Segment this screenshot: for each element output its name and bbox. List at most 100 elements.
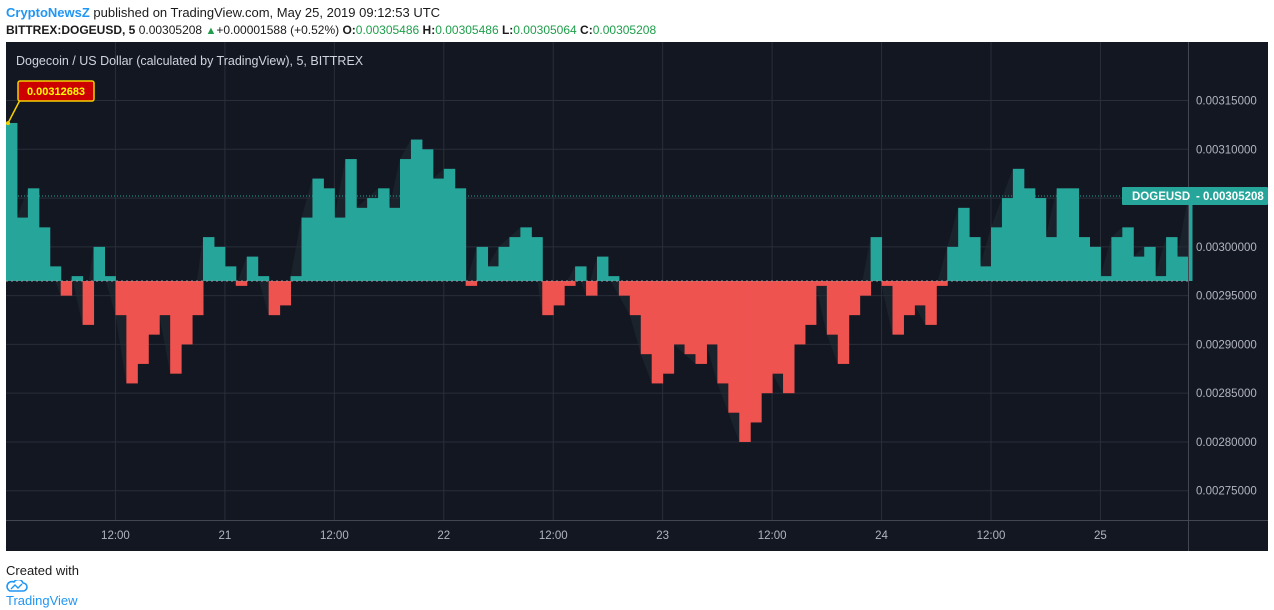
price-bar (958, 207, 970, 281)
symbol-label: BITTREX:DOGEUSD, 5 (6, 23, 136, 37)
price-bar (71, 276, 84, 281)
price-bar (345, 159, 357, 281)
price-bar (27, 188, 40, 281)
price-bar (148, 281, 160, 335)
price-bar (761, 281, 773, 394)
price-bar (1056, 188, 1069, 281)
x-tick-label: 22 (437, 530, 450, 542)
price-bar (542, 281, 554, 316)
price-bar (279, 281, 292, 306)
last-price-label: DOGEUSD - 0.00305208 (1122, 187, 1268, 206)
publisher-link[interactable]: CryptoNewsZ (6, 5, 90, 20)
y-tick-label: 0.00315000 (1196, 96, 1257, 108)
price-bar (772, 281, 784, 374)
y-tick-label: 0.00285000 (1196, 388, 1257, 400)
price-bar (706, 281, 718, 345)
price-bar (389, 207, 401, 281)
series-name-label: DOGEUSD (1132, 191, 1190, 203)
price-bar (38, 227, 51, 281)
x-tick-label: 24 (875, 530, 888, 542)
price-bar (49, 266, 62, 281)
price-bar (159, 281, 171, 316)
price-bar (837, 281, 850, 364)
price-bar (224, 266, 237, 281)
low-value: 0.00305064 (513, 23, 577, 37)
price-bar (640, 281, 653, 355)
price-bar (192, 281, 204, 316)
price-bar (575, 266, 587, 281)
y-tick-label: 0.00280000 (1196, 437, 1257, 449)
price-bar (323, 188, 335, 281)
price-bar (1023, 188, 1036, 281)
price-bar (1155, 276, 1167, 281)
open-value: 0.00305486 (355, 23, 420, 37)
price-change: +0.00001588 (+0.52%) (216, 23, 340, 37)
price-bar (93, 246, 105, 281)
price-bar (651, 281, 664, 384)
peak-annotation-dot (6, 121, 10, 126)
price-bar (301, 217, 313, 281)
open-label: O: (342, 23, 356, 37)
price-bar (728, 281, 740, 413)
price-bar (1144, 246, 1156, 281)
price-bar (246, 256, 259, 281)
price-bar (454, 188, 467, 281)
price-bar (750, 281, 762, 423)
chart-svg[interactable]: Dogecoin / US Dollar (calculated by Trad… (6, 42, 1268, 551)
price-bar (137, 281, 149, 364)
price-bar (936, 281, 948, 286)
peak-annotation-box (17, 80, 95, 102)
price-chart[interactable]: Dogecoin / US Dollar (calculated by Trad… (6, 42, 1268, 551)
low-label: L: (501, 23, 514, 37)
price-bar (509, 237, 521, 281)
created-with-text: Created with (6, 563, 79, 578)
price-bar (903, 281, 915, 316)
price-bar (290, 276, 302, 281)
last-price-label-box (1122, 187, 1268, 206)
price-bar (1045, 237, 1058, 281)
x-tick-label: 25 (1094, 530, 1107, 542)
price-bar (498, 246, 510, 281)
price-bar (520, 227, 532, 281)
y-tick-label: 0.00290000 (1196, 339, 1257, 351)
price-bar (104, 276, 116, 281)
price-bar (739, 281, 751, 442)
price-bar (334, 217, 346, 281)
last-price: 0.00305208 (138, 23, 203, 37)
price-bar (312, 178, 324, 281)
price-bar (881, 281, 893, 286)
footer: Created with TradingView (6, 562, 79, 610)
price-bar (421, 149, 434, 281)
high-value: 0.00305486 (435, 23, 499, 37)
price-bar (6, 122, 18, 281)
tradingview-link[interactable]: TradingView (6, 593, 78, 608)
price-bar (870, 237, 883, 281)
price-bar (1122, 227, 1134, 281)
price-bar (170, 281, 182, 374)
price-bar (1133, 256, 1145, 281)
time-axis[interactable]: 12:00 21 12:00 22 12:00 23 12:00 24 12:00 25 (6, 520, 1268, 543)
up-arrow-icon: ▲ (205, 25, 217, 37)
y-tick-label: 0.00275000 (1196, 486, 1257, 498)
price-bar (1067, 188, 1080, 281)
close-value: 0.00305208 (592, 23, 657, 37)
y-tick-label: 0.00295000 (1196, 291, 1257, 303)
price-bar (476, 246, 489, 281)
price-bar (82, 281, 95, 325)
price-bar (1012, 168, 1025, 281)
price-bar (597, 256, 609, 281)
price-bar (925, 281, 937, 325)
price-bar (181, 281, 193, 345)
price-bar (826, 281, 839, 335)
price-bar (1001, 198, 1014, 281)
price-bar (848, 281, 861, 316)
price-bar (268, 281, 281, 316)
price-bar (410, 139, 423, 281)
price-bar (717, 281, 729, 384)
price-bar (115, 281, 127, 316)
x-tick-label: 23 (656, 530, 669, 542)
price-bar (607, 276, 620, 281)
price-bar (367, 198, 379, 281)
price-bar (1166, 237, 1178, 281)
price-bar (1100, 276, 1112, 281)
